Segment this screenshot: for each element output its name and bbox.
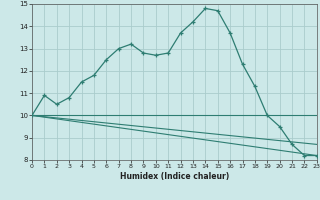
X-axis label: Humidex (Indice chaleur): Humidex (Indice chaleur)	[120, 172, 229, 181]
